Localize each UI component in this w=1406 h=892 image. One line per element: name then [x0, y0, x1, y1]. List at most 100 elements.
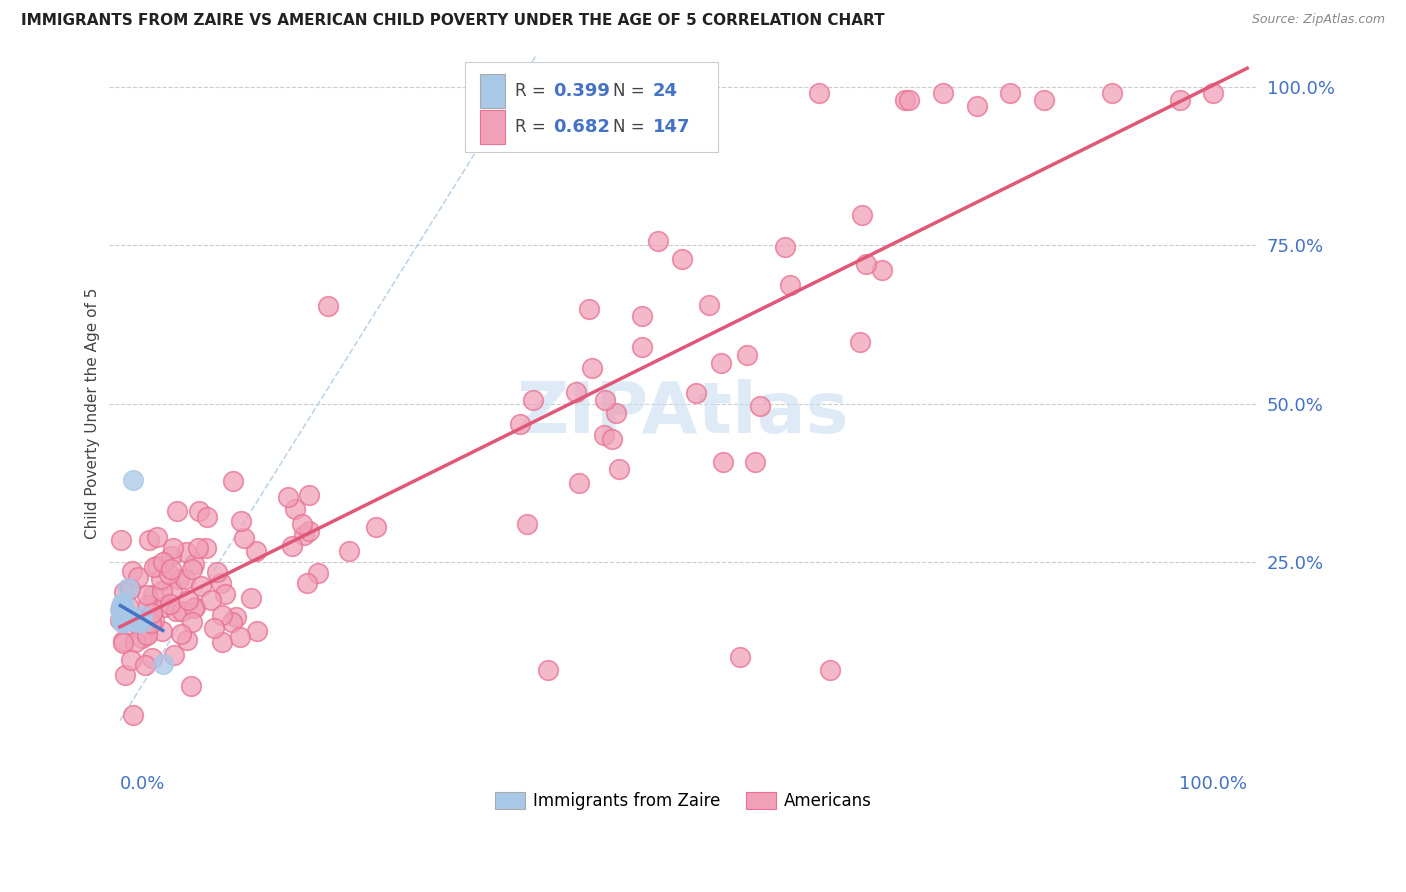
Point	[202, 621, 225, 635]
Point	[183, 600, 205, 615]
Text: N =: N =	[613, 118, 650, 136]
Point	[152, 555, 174, 569]
Point	[630, 310, 652, 324]
Bar	[479, 110, 505, 144]
Point	[132, 614, 155, 628]
Point	[160, 549, 183, 563]
Point	[160, 583, 183, 598]
Point	[124, 635, 146, 649]
Point	[851, 209, 873, 223]
Point	[190, 579, 212, 593]
Point	[159, 597, 181, 611]
Point	[183, 557, 205, 571]
Point	[1202, 86, 1225, 100]
Point	[160, 562, 183, 576]
Point	[167, 572, 190, 586]
Text: R =: R =	[515, 118, 551, 136]
Point	[131, 609, 153, 624]
Point	[283, 501, 305, 516]
Text: 147: 147	[652, 118, 690, 136]
Point	[246, 624, 269, 639]
Text: 24: 24	[652, 82, 678, 100]
Point	[188, 503, 211, 517]
Text: 100.0%: 100.0%	[1180, 774, 1247, 793]
Point	[112, 603, 135, 617]
Point	[180, 679, 202, 693]
Point	[112, 609, 135, 624]
Point	[1101, 86, 1123, 100]
Point	[112, 615, 135, 630]
Point	[150, 624, 173, 638]
Point	[807, 86, 830, 100]
Point	[240, 591, 263, 605]
Bar	[479, 74, 505, 108]
Point	[222, 474, 245, 488]
Point	[209, 576, 232, 591]
Point	[711, 455, 734, 469]
Point	[110, 533, 132, 547]
Point	[297, 488, 319, 502]
Point	[162, 541, 184, 555]
Point	[110, 599, 132, 614]
Point	[174, 572, 197, 586]
Point	[127, 570, 149, 584]
Point	[117, 581, 139, 595]
Point	[593, 427, 616, 442]
Point	[150, 584, 173, 599]
Point	[120, 652, 142, 666]
Legend: Immigrants from Zaire, Americans: Immigrants from Zaire, Americans	[488, 785, 879, 817]
Point	[932, 86, 955, 100]
Point	[146, 558, 169, 573]
Point	[749, 399, 772, 413]
Point	[567, 476, 589, 491]
Point	[141, 615, 163, 630]
Point	[607, 462, 630, 476]
Point	[141, 651, 163, 665]
Point	[170, 604, 193, 618]
Point	[229, 515, 252, 529]
Point	[537, 663, 560, 677]
Point	[112, 585, 135, 599]
Point	[364, 520, 387, 534]
Point	[211, 608, 233, 623]
Point	[121, 564, 143, 578]
Point	[522, 392, 544, 407]
Y-axis label: Child Poverty Under the Age of 5: Child Poverty Under the Age of 5	[86, 287, 100, 539]
Point	[671, 252, 693, 267]
Point	[848, 335, 870, 350]
Point	[169, 627, 191, 641]
Point	[697, 298, 720, 312]
Point	[122, 707, 145, 722]
Point	[695, 93, 717, 107]
Point	[564, 384, 586, 399]
Point	[180, 615, 202, 629]
Point	[292, 528, 315, 542]
Point	[245, 543, 267, 558]
Point	[174, 545, 197, 559]
Point	[318, 298, 340, 312]
Point	[187, 541, 209, 556]
Point	[177, 592, 200, 607]
Point	[134, 658, 156, 673]
Point	[221, 615, 243, 629]
Point	[110, 603, 132, 617]
Point	[131, 632, 153, 646]
FancyBboxPatch shape	[465, 62, 718, 152]
Point	[214, 587, 236, 601]
Point	[142, 613, 165, 627]
Point	[110, 613, 132, 627]
Point	[110, 599, 132, 614]
Point	[141, 606, 163, 620]
Point	[117, 599, 139, 613]
Point	[110, 603, 132, 617]
Point	[122, 473, 145, 487]
Point	[728, 650, 751, 665]
Point	[233, 532, 256, 546]
Point	[229, 630, 252, 644]
Point	[112, 603, 135, 617]
Point	[111, 615, 134, 630]
Point	[112, 609, 135, 624]
Point	[111, 603, 134, 617]
Point	[165, 603, 187, 617]
Point	[136, 627, 159, 641]
